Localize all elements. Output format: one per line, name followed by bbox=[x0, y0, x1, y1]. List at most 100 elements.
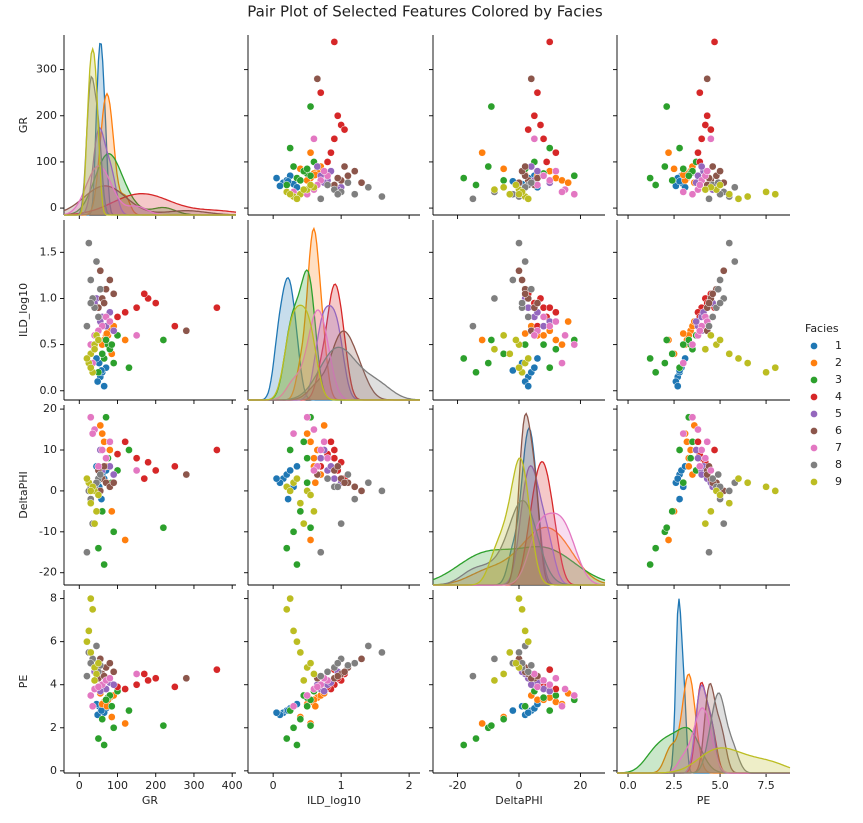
y-tick-label: 100 bbox=[36, 155, 57, 168]
scatter-point bbox=[86, 487, 95, 495]
scatter-point bbox=[94, 734, 103, 743]
scatter-point bbox=[558, 702, 566, 711]
scatter-point bbox=[337, 519, 345, 528]
x-tick-label: 0 bbox=[76, 779, 83, 792]
scatter-point bbox=[478, 719, 486, 728]
scatter-point bbox=[542, 158, 551, 166]
scatter-point bbox=[282, 605, 291, 614]
scatter-point bbox=[323, 474, 332, 483]
scatter-point bbox=[94, 683, 103, 691]
scatter-point bbox=[310, 454, 318, 463]
scatter-point bbox=[762, 368, 770, 377]
scatter-point bbox=[478, 148, 486, 157]
scatter-point bbox=[487, 102, 496, 111]
scatter-point bbox=[378, 648, 386, 657]
scatter-point bbox=[552, 317, 560, 326]
scatter-point bbox=[661, 162, 669, 171]
scatter-point bbox=[646, 174, 654, 182]
y-tick-label: 1.5 bbox=[40, 245, 58, 258]
scatter-point bbox=[499, 331, 508, 340]
legend-label: 8 bbox=[835, 458, 842, 471]
scatter-point bbox=[530, 111, 539, 120]
scatter-point bbox=[286, 594, 295, 603]
scatter-point bbox=[533, 299, 542, 307]
scatter-point bbox=[344, 661, 352, 670]
scatter-point bbox=[94, 313, 103, 321]
scatter-point bbox=[533, 354, 542, 363]
scatter-point bbox=[109, 723, 118, 732]
scatter-point bbox=[545, 680, 554, 689]
scatter-point bbox=[646, 560, 654, 569]
scatter-point bbox=[96, 470, 105, 479]
kde-area bbox=[64, 43, 236, 215]
kde-area bbox=[248, 270, 420, 400]
kde-area bbox=[64, 93, 236, 215]
scatter-point bbox=[662, 102, 671, 111]
scatter-point bbox=[716, 491, 724, 499]
scatter-point bbox=[524, 354, 533, 363]
kde-line bbox=[64, 46, 236, 216]
scatter-point bbox=[113, 313, 122, 321]
scatter-point bbox=[310, 425, 318, 434]
scatter-point bbox=[330, 446, 339, 454]
scatter-point bbox=[539, 676, 548, 685]
scatter-point bbox=[151, 299, 160, 307]
scatter-point bbox=[132, 331, 141, 340]
scatter-point bbox=[340, 478, 349, 487]
scatter-point bbox=[132, 670, 141, 678]
scatter-point bbox=[303, 702, 311, 711]
scatter-point bbox=[646, 354, 654, 363]
kde-area bbox=[64, 185, 236, 215]
legend-marker bbox=[810, 478, 818, 486]
scatter-point bbox=[664, 148, 673, 157]
scatter-point bbox=[509, 276, 517, 284]
scatter-point bbox=[472, 181, 480, 189]
scatter-point bbox=[109, 326, 118, 335]
scatter-point bbox=[524, 194, 533, 203]
scatter-point bbox=[459, 354, 468, 363]
scatter-point bbox=[478, 336, 486, 344]
legend-marker bbox=[810, 342, 818, 350]
scatter-point bbox=[364, 642, 373, 650]
x-axis-label: PE bbox=[697, 794, 711, 807]
scatter-point bbox=[132, 454, 141, 463]
scatter-point bbox=[289, 162, 298, 171]
scatter-point bbox=[703, 437, 712, 446]
scatter-point bbox=[151, 674, 160, 683]
scatter-point bbox=[524, 708, 533, 717]
scatter-point bbox=[296, 648, 305, 657]
scatter-point bbox=[86, 363, 95, 372]
scatter-point bbox=[515, 239, 523, 247]
scatter-point bbox=[213, 665, 221, 674]
kde-area bbox=[617, 707, 790, 773]
scatter-point bbox=[714, 285, 723, 294]
scatter-point bbox=[272, 174, 281, 182]
scatter-point bbox=[661, 359, 669, 367]
scatter-point bbox=[545, 303, 554, 312]
scatter-point bbox=[125, 446, 133, 454]
scatter-point bbox=[327, 437, 335, 446]
scatter-point bbox=[469, 672, 477, 680]
scatter-point bbox=[710, 446, 719, 454]
scatter-point bbox=[90, 519, 99, 528]
scatter-point bbox=[708, 162, 717, 171]
scatter-point bbox=[697, 162, 706, 171]
scatter-point bbox=[545, 144, 554, 152]
kde-area bbox=[248, 310, 420, 400]
scatter-point bbox=[679, 340, 688, 349]
scatter-point bbox=[350, 167, 359, 176]
scatter-point bbox=[490, 676, 499, 685]
scatter-point bbox=[459, 741, 468, 749]
scatter-point bbox=[703, 167, 712, 176]
scatter-point bbox=[106, 659, 114, 668]
scatter-point bbox=[350, 495, 359, 503]
scatter-point bbox=[94, 491, 103, 499]
scatter-point bbox=[282, 734, 291, 743]
scatter-point bbox=[107, 702, 116, 711]
scatter-point bbox=[725, 239, 734, 247]
scatter-point bbox=[545, 706, 554, 715]
scatter-point bbox=[679, 429, 688, 438]
scatter-point bbox=[703, 74, 712, 83]
y-axis-label: ILD_log10 bbox=[17, 283, 30, 337]
kde-area bbox=[64, 166, 236, 215]
